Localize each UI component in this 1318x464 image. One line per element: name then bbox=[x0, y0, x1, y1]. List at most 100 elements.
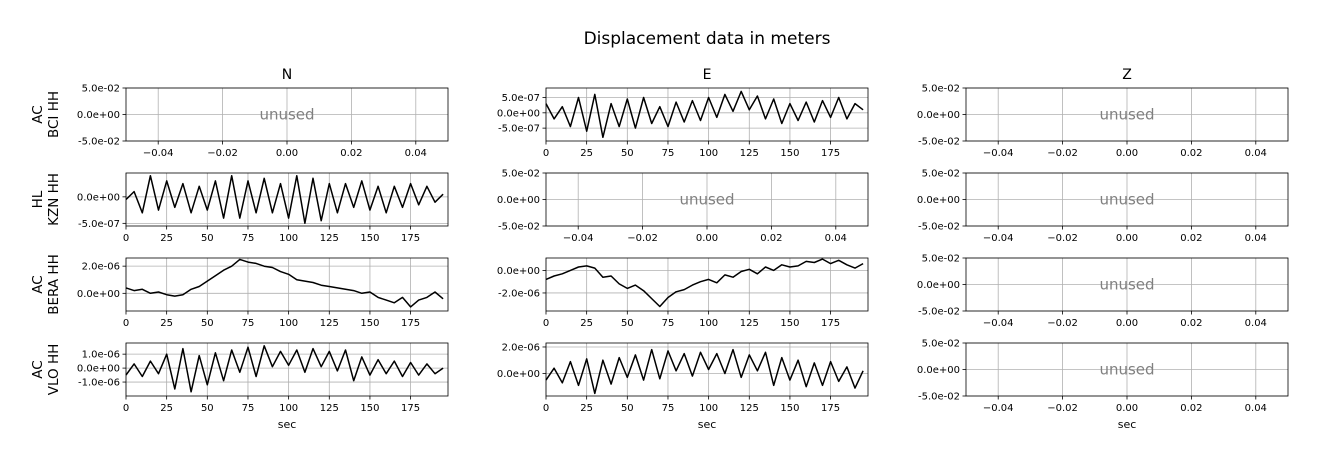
x-tick-label: 0.04 bbox=[1245, 318, 1267, 329]
row-label-line: AC bbox=[30, 275, 46, 293]
row-label-line: BERA HH bbox=[46, 254, 62, 314]
y-tick-label: 0.0e+00 bbox=[77, 110, 120, 121]
x-tick-label: 75 bbox=[662, 318, 675, 329]
subplot-grid: unused −0.04 −0.02 0.00 0.02 0.04 -5.0e-02 0.0e… bbox=[77, 84, 1289, 431]
x-tick-label: −0.04 bbox=[143, 148, 174, 159]
x-tick-label: 0.02 bbox=[1180, 148, 1202, 159]
x-tick-label: 25 bbox=[160, 403, 173, 414]
y-tick-label: 5.0e-02 bbox=[82, 84, 120, 95]
x-tick-label: 100 bbox=[279, 318, 298, 329]
x-tick-label: 0 bbox=[543, 148, 549, 159]
unused-label: unused bbox=[679, 191, 734, 209]
x-tick-label: 100 bbox=[279, 403, 298, 414]
axes-frame bbox=[545, 257, 869, 312]
x-tick-label: 150 bbox=[780, 403, 799, 414]
x-tick-label: 175 bbox=[821, 148, 840, 159]
x-tick-label: 25 bbox=[160, 233, 173, 244]
subplot-r3-z: unused −0.04 −0.02 0.00 0.02 0.04 -5.0e-02 0.0e… bbox=[917, 339, 1289, 431]
y-tick-label: -5.0e-02 bbox=[918, 222, 960, 233]
x-tick-label: 75 bbox=[242, 403, 255, 414]
x-tick-label: −0.04 bbox=[563, 233, 594, 244]
subplot-r1-n: 0 25 50 75 100 125 150 175 0.0e+00 -5.0e-07 bbox=[77, 172, 449, 244]
y-tick-label: 0.0e+00 bbox=[497, 369, 540, 380]
x-tick-label: 150 bbox=[360, 403, 379, 414]
x-tick-label: 0.02 bbox=[1180, 403, 1202, 414]
series-line bbox=[125, 345, 444, 393]
x-tick-label: 50 bbox=[621, 318, 634, 329]
y-tick-label: -5.0e-07 bbox=[498, 124, 540, 135]
x-tick-label: −0.02 bbox=[1047, 403, 1078, 414]
axes-frame bbox=[545, 87, 869, 142]
y-tick-label: 2.0e-06 bbox=[502, 342, 540, 353]
unused-label: unused bbox=[1099, 191, 1154, 209]
x-tick-label: 0.00 bbox=[1116, 148, 1138, 159]
x-tick-label: 150 bbox=[360, 318, 379, 329]
x-tick-label: 0.04 bbox=[405, 148, 427, 159]
y-tick-label: 5.0e-02 bbox=[922, 84, 960, 95]
row-label-line: VLO HH bbox=[46, 344, 62, 396]
subplot-r1-z: unused −0.04 −0.02 0.00 0.02 0.04 -5.0e-02 0.0e… bbox=[917, 169, 1289, 244]
unused-label: unused bbox=[1099, 361, 1154, 379]
y-tick-label: 0.0e+00 bbox=[77, 192, 120, 203]
x-tick-label: 75 bbox=[662, 403, 675, 414]
y-tick-label: 5.0e-02 bbox=[922, 169, 960, 180]
x-axis-label: sec bbox=[1118, 418, 1137, 431]
row-label-line: BCI HH bbox=[46, 91, 62, 138]
figure-title: Displacement data in meters bbox=[584, 29, 831, 49]
subplot-r2-e: 0 25 50 75 100 125 150 175 0.0e+00 -2.0e-06 bbox=[497, 257, 869, 329]
x-tick-label: 0 bbox=[123, 233, 129, 244]
y-tick-label: 5.0e-02 bbox=[502, 169, 540, 180]
subplot-r1-e: unused −0.04 −0.02 0.00 0.02 0.04 -5.0e-02 0.0e… bbox=[497, 169, 869, 244]
x-tick-label: 0 bbox=[123, 403, 129, 414]
x-tick-label: 0.00 bbox=[276, 148, 298, 159]
unused-label: unused bbox=[259, 106, 314, 124]
x-tick-label: 100 bbox=[699, 403, 718, 414]
x-tick-label: −0.02 bbox=[1047, 318, 1078, 329]
y-tick-label: -5.0e-02 bbox=[918, 392, 960, 403]
x-tick-label: −0.02 bbox=[1047, 233, 1078, 244]
x-tick-label: 0.02 bbox=[1180, 233, 1202, 244]
row-label-1: HL KZN HH bbox=[30, 173, 62, 226]
x-tick-label: 25 bbox=[580, 148, 593, 159]
series-line bbox=[125, 174, 444, 225]
x-tick-label: 125 bbox=[740, 403, 759, 414]
row-label-line: KZN HH bbox=[46, 173, 62, 226]
y-tick-label: -5.0e-02 bbox=[918, 137, 960, 148]
x-tick-label: 50 bbox=[201, 233, 214, 244]
x-tick-label: −0.02 bbox=[1047, 148, 1078, 159]
x-tick-label: 0.04 bbox=[1245, 233, 1267, 244]
y-tick-label: 0.0e+00 bbox=[497, 266, 540, 277]
y-tick-label: 0.0e+00 bbox=[917, 110, 960, 121]
x-tick-label: 125 bbox=[320, 233, 339, 244]
x-tick-label: 0.02 bbox=[760, 233, 782, 244]
subplot-r3-e: 0 25 50 75 100 125 150 175 0.0e+00 2.0e-06 sec bbox=[497, 342, 869, 431]
x-tick-label: 0 bbox=[123, 318, 129, 329]
x-tick-label: 0 bbox=[543, 403, 549, 414]
y-tick-label: 0.0e+00 bbox=[917, 195, 960, 206]
row-label-line: AC bbox=[30, 360, 46, 378]
x-tick-label: 0.04 bbox=[825, 233, 847, 244]
unused-label: unused bbox=[1099, 106, 1154, 124]
x-tick-label: 50 bbox=[621, 148, 634, 159]
x-tick-label: −0.04 bbox=[983, 403, 1014, 414]
x-tick-label: 50 bbox=[621, 403, 634, 414]
x-tick-label: 125 bbox=[320, 403, 339, 414]
x-tick-label: 175 bbox=[401, 403, 420, 414]
x-tick-label: 50 bbox=[201, 318, 214, 329]
axes-frame bbox=[125, 342, 449, 397]
x-tick-label: 0.00 bbox=[1116, 318, 1138, 329]
subplot-r2-n: 0 25 50 75 100 125 150 175 0.0e+00 2.0e-06 bbox=[77, 257, 449, 329]
x-tick-label: 0.02 bbox=[1180, 318, 1202, 329]
x-tick-label: 150 bbox=[780, 318, 799, 329]
axes-frame bbox=[545, 342, 869, 397]
x-tick-label: 175 bbox=[401, 233, 420, 244]
y-tick-label: 0.0e+00 bbox=[497, 108, 540, 119]
x-tick-label: 25 bbox=[580, 403, 593, 414]
column-title-e: E bbox=[703, 67, 712, 83]
subplot-r0-e: 0 25 50 75 100 125 150 175 -5.0e-07 0.0e+00 5.0e-0… bbox=[497, 87, 869, 159]
x-tick-label: 125 bbox=[320, 318, 339, 329]
y-tick-label: -5.0e-02 bbox=[78, 137, 120, 148]
